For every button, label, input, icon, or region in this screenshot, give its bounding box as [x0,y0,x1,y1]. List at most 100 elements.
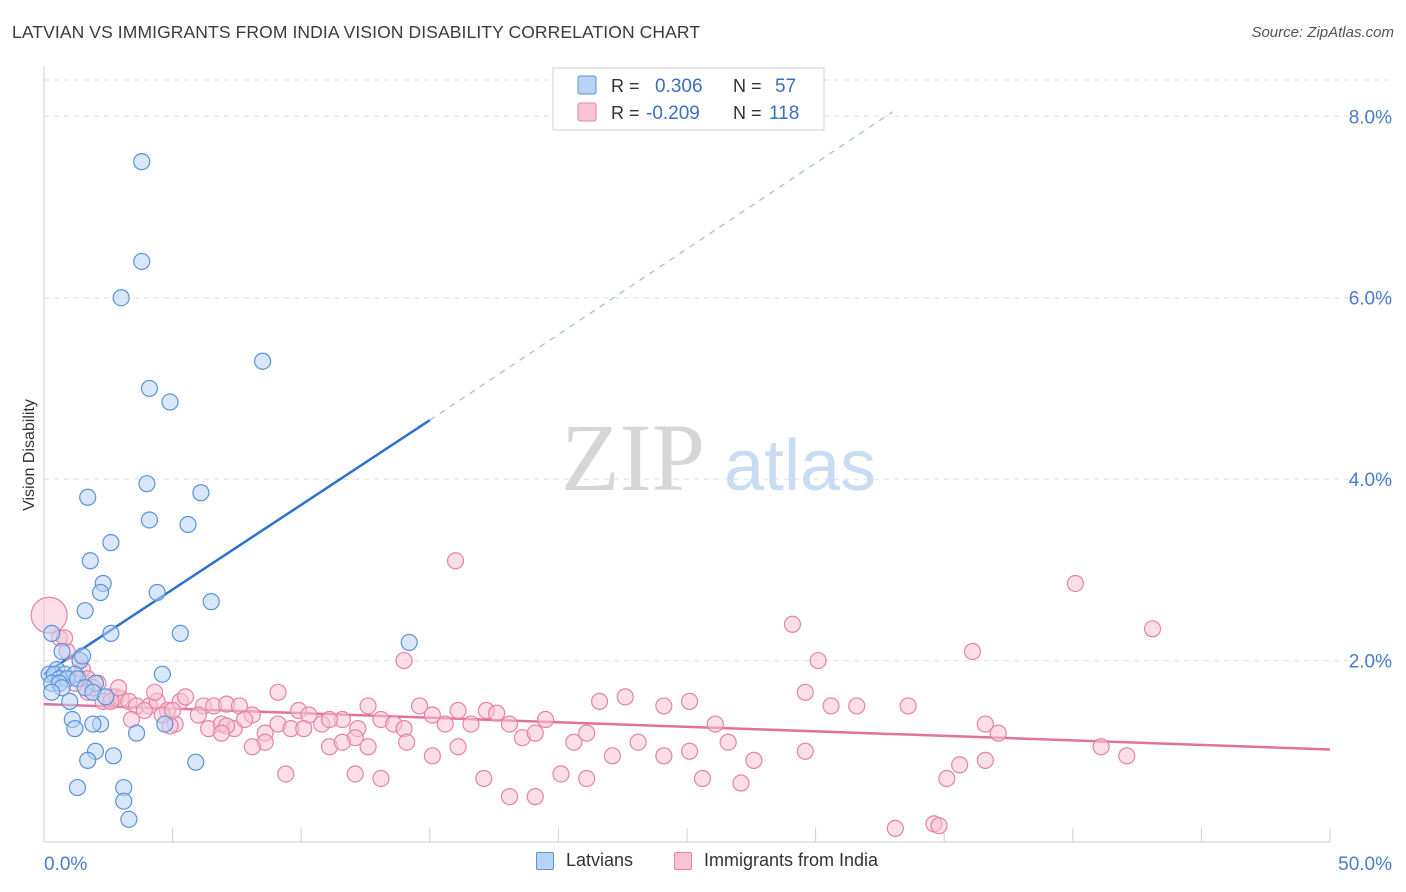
legend-n-value-india: 118 [769,103,799,124]
latvian-point [179,515,197,534]
latvian-point [79,751,97,769]
gridlines [44,79,1392,662]
bottom-legend: Latvians Immigrants from India [0,850,1406,880]
india-point [796,683,814,701]
watermark-atlas: atlas [724,426,876,506]
latvian-point [53,642,71,661]
latvian-point [161,393,179,411]
india-point [963,642,982,661]
india-point [333,733,351,751]
india-point [176,688,195,706]
legend-r-label-latvians: R = [611,76,640,96]
latvian-point [79,488,97,506]
latvian-point [97,688,115,706]
india-point [938,769,956,788]
india-point [796,742,814,760]
legend-item-india[interactable]: Immigrants from India [674,850,878,871]
india-point [475,769,493,788]
india-point [745,751,763,769]
india-point [269,683,287,701]
legend-item-latvians[interactable]: Latvians [536,850,633,871]
latvian-point [102,624,120,642]
india-point [655,697,673,715]
latvian-point [133,252,151,271]
india-point [578,769,596,788]
india-point [989,724,1007,742]
latvian-point [153,665,171,683]
latvian-point [127,724,146,742]
india-point [680,692,699,710]
latvian-point [202,593,220,611]
india-point [822,697,840,715]
latvian-point [84,715,102,733]
india-point [1118,747,1136,765]
india-point [109,679,128,697]
india-point [899,697,917,715]
india-point [449,701,467,720]
india-point [423,747,441,765]
latvian-point [73,647,92,665]
india-label: Immigrants from India [704,850,879,870]
india-point [848,697,866,715]
india-point [809,651,827,670]
india-point [655,747,673,765]
india-point [976,715,994,733]
y-tick-label: 4.0% [1349,470,1392,491]
chart-source: Source: ZipAtlas.com [1251,24,1394,41]
latvian-point [61,692,79,710]
india-point [446,552,465,570]
latvian-point [171,624,189,642]
india-point [320,710,339,729]
india-point [578,724,596,742]
latvian-point [400,633,418,652]
chart-title: LATVIAN VS IMMIGRANTS FROM INDIA VISION … [12,22,701,42]
india-point [706,715,724,733]
india-point [536,710,555,729]
india-point [526,724,544,742]
y-tick-label: 6.0% [1349,289,1392,310]
india-point [395,651,413,670]
india-point [372,769,390,788]
latvians-label: Latvians [566,850,634,870]
latvian-point [43,624,61,642]
india-point [629,733,647,751]
india-point [886,819,904,837]
india-point [164,701,182,720]
latvians-swatch [536,851,554,870]
latvian-point [104,747,123,765]
latvian-trend-line [43,419,431,676]
latvian-point [254,352,272,370]
india-point [135,701,153,720]
latvian-point [115,792,133,810]
latvian-point [76,602,94,620]
x-tick-label-max: 50.0% [1338,854,1392,875]
india-point [462,715,480,733]
india-point [277,765,295,783]
latvian-point [148,583,166,602]
india-point [565,733,583,751]
legend-r-value-latvians: 0.306 [655,76,703,97]
india-point [449,738,467,756]
latvian-point [140,511,159,529]
india-point [500,788,519,806]
y-tick-label: 8.0% [1349,107,1392,128]
legend-r-label-india: R = [611,103,640,123]
latvian-point [91,583,110,602]
india-point [398,733,416,751]
latvian-point [192,484,210,502]
india-point [1092,738,1110,756]
latvian-point [43,683,61,701]
watermark: ZIP atlas [561,404,876,511]
india-point [410,697,429,715]
india-point [189,706,207,724]
y-axis-label: Vision Disability [21,399,38,511]
india-point [552,765,570,783]
india-point [680,742,699,760]
legend-n-label-latvians: N = [733,76,762,96]
india-point [1143,620,1162,638]
india-point [359,738,377,756]
latvian-point [156,715,174,733]
x-tick-label-min: 0.0% [44,854,87,875]
legend-swatch-india [577,102,597,122]
india-point [500,715,519,733]
